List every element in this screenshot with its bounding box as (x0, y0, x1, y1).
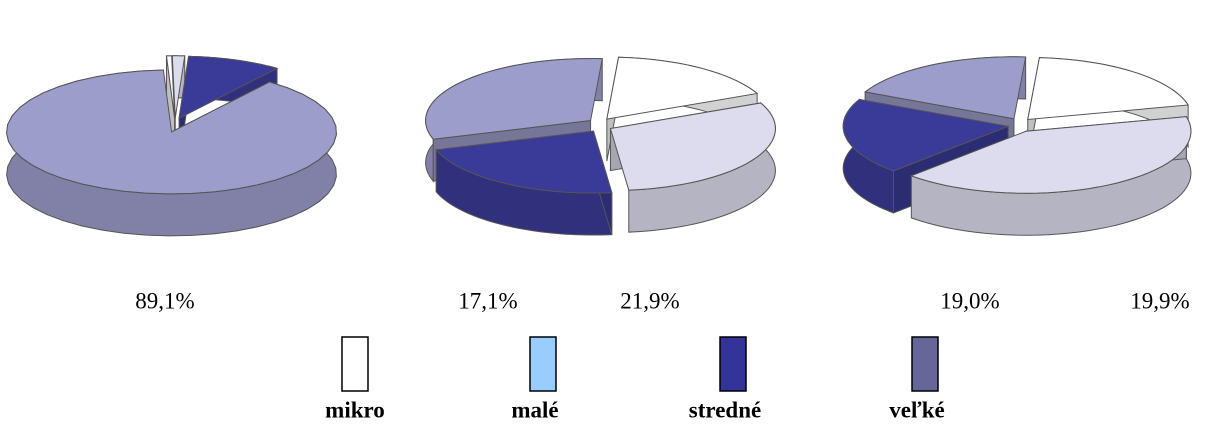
pie-slice (864, 56, 1027, 120)
pie-slice (842, 98, 1011, 172)
pie-slice (178, 55, 279, 120)
pie-slice (425, 58, 603, 140)
value-label: 21,9% (620, 288, 679, 313)
pie-slice (609, 102, 776, 191)
value-label: 19,0% (940, 288, 999, 313)
pie-slice (909, 116, 1192, 194)
legend-swatch (719, 336, 747, 392)
pie-slice (171, 55, 186, 118)
value-label: 19,9% (1130, 288, 1189, 313)
legend-swatch (529, 336, 557, 392)
legend-label: malé (511, 397, 558, 422)
legend-swatch (911, 336, 939, 392)
legend-label: mikro (325, 397, 385, 422)
pie-slice (6, 69, 337, 195)
value-label: 89,1% (135, 288, 194, 313)
value-label: 17,1% (458, 288, 517, 313)
legend-label: veľké (889, 397, 945, 422)
pie-slice (165, 55, 176, 118)
legend-label: stredné (689, 397, 761, 422)
legend-swatch (341, 336, 369, 392)
pie-slice (606, 56, 759, 120)
pie-slice (435, 130, 613, 194)
pie-slice (1027, 57, 1190, 121)
